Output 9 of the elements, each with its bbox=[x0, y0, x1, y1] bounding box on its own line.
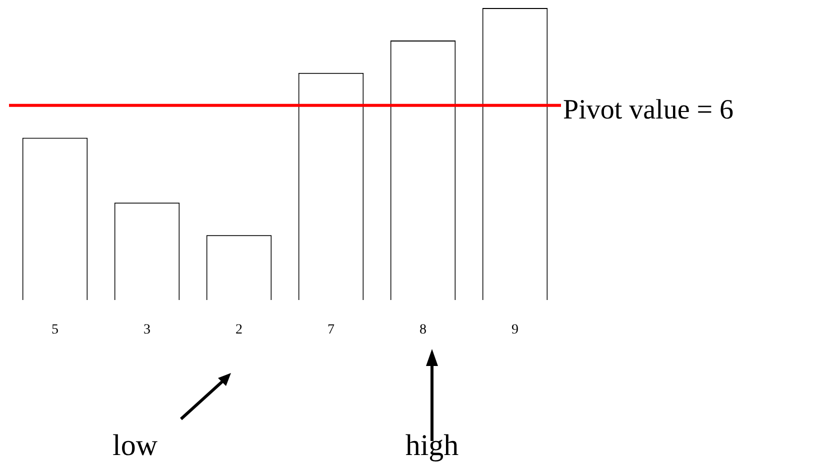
text: high bbox=[404, 428, 460, 464]
data-label: 5 bbox=[52, 322, 58, 338]
data-label: 9 bbox=[512, 322, 518, 338]
text: low bbox=[112, 428, 158, 464]
data-label: 3 bbox=[144, 322, 150, 338]
ref-line-label: Pivot value = 6 bbox=[563, 94, 734, 126]
data-label: 7 bbox=[328, 322, 334, 338]
data-label: 2 bbox=[236, 322, 242, 338]
data-label: 8 bbox=[420, 322, 426, 338]
